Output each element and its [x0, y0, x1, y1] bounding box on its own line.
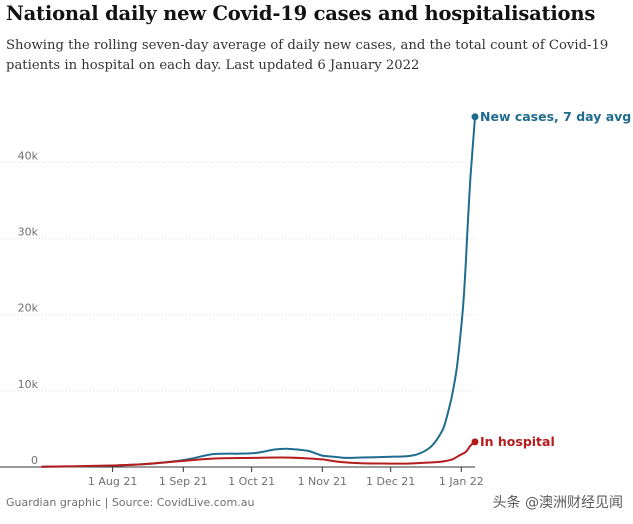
series-labels: New cases, 7 day avg In hospital [480, 109, 631, 449]
y-tick-label: 10k [18, 378, 39, 391]
y-tick-label: 30k [18, 226, 39, 239]
y-tick-label: 20k [18, 302, 39, 315]
series-line-in-hospital [41, 440, 476, 468]
x-axis: 1 Aug 21 1 Sep 21 1 Oct 21 1 Nov 21 1 Dec 21… [0, 466, 484, 488]
y-tick-label: 40k [18, 149, 39, 162]
series-label-in-hospital: In hospital [480, 434, 555, 449]
y-tick-label: 0 [31, 454, 38, 467]
series-group [41, 113, 479, 468]
x-tick-label: 1 Sep 21 [159, 475, 208, 488]
source-note: Guardian graphic | Source: CovidLive.com… [6, 496, 255, 509]
x-tick-label: 1 Nov 21 [298, 475, 347, 488]
chart-subtitle: Showing the rolling seven-day average of… [6, 38, 609, 73]
chart-title: National daily new Covid-19 cases and ho… [6, 2, 596, 25]
series-label-new-cases: New cases, 7 day avg [480, 109, 631, 124]
gridlines [0, 161, 475, 392]
x-tick-label: 1 Aug 21 [88, 475, 137, 488]
series-end-point-new-cases [471, 113, 479, 121]
x-tick-label: 1 Oct 21 [228, 475, 275, 488]
x-tick-label: 1 Jan 22 [439, 475, 484, 488]
watermark: 头条 @澳洲财经见闻 [492, 495, 623, 511]
x-tick-label: 1 Dec 21 [366, 475, 415, 488]
series-line-new-cases [41, 115, 476, 468]
series-end-point-in-hospital [471, 438, 479, 446]
y-axis: 0 10k 20k 30k 40k [18, 149, 39, 467]
